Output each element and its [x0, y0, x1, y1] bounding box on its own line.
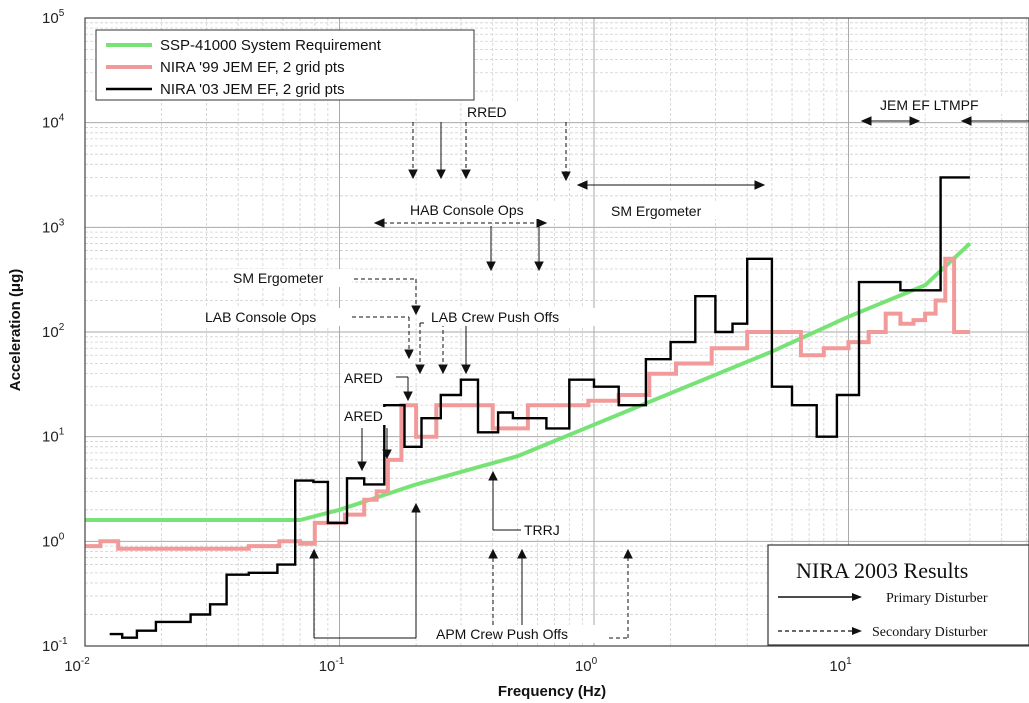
- label-sm-ergometer-upper: SM Ergometer: [611, 203, 702, 219]
- arrowhead: [909, 116, 921, 126]
- label-ared-upper: ARED: [344, 370, 383, 386]
- arrowhead: [461, 169, 471, 180]
- arrowhead: [415, 364, 425, 375]
- arrowhead: [411, 305, 421, 316]
- results-primary-arrowhead: [852, 593, 862, 601]
- arrowhead: [438, 364, 448, 375]
- arrowhead: [860, 116, 872, 126]
- arrowhead: [436, 169, 446, 180]
- legend-box: [95, 29, 475, 101]
- series-line-ssp-41000: [85, 242, 972, 522]
- label-trrj: TRRJ: [524, 522, 560, 538]
- label-bg: [432, 625, 608, 643]
- arrowhead: [373, 218, 385, 228]
- legend-label-nira03: NIRA '03 JEM EF, 2 grid pts: [160, 81, 345, 98]
- series-line-nira-99: [85, 256, 970, 551]
- arrowhead: [461, 364, 471, 375]
- y-tick-label: 103: [42, 217, 65, 236]
- label-lab-console-ops: LAB Console Ops: [205, 309, 316, 325]
- arrowhead: [960, 116, 972, 126]
- results-primary-label: Primary Disturber: [886, 591, 988, 606]
- x-tick-labels: 10-2 10-1 100 101: [64, 656, 852, 675]
- results-title: NIRA 2003 Results: [796, 558, 968, 583]
- arrowhead: [408, 169, 418, 180]
- label-bg: [341, 369, 395, 387]
- arrowhead: [403, 391, 413, 402]
- legend: SSP-41000 System Requirement NIRA '99 JE…: [95, 29, 475, 101]
- y-tick-labels: 10-1 100 101 102 103 104 105: [42, 8, 68, 655]
- arrowhead: [561, 171, 571, 182]
- arrowhead: [488, 470, 498, 481]
- label-bg: [466, 103, 522, 121]
- y-axis-title: Acceleration (μg): [7, 269, 24, 392]
- results-secondary-label: Secondary Disturber: [872, 625, 988, 640]
- y-tick-label: 102: [42, 322, 65, 341]
- x-tick-label: 101: [829, 656, 852, 675]
- series-layer: [85, 176, 972, 639]
- label-jem-ef-ltmpf: JEM EF LTMPF: [880, 97, 979, 113]
- legend-label-nira99: NIRA '99 JEM EF, 2 grid pts: [160, 59, 345, 76]
- label-sm-ergometer-left: SM Ergometer: [233, 270, 324, 286]
- label-bg: [876, 96, 1016, 114]
- results-secondary-arrowhead: [852, 627, 862, 635]
- arrowhead: [517, 548, 527, 559]
- label-bg: [606, 201, 730, 219]
- label-rred: RRED: [467, 104, 507, 120]
- y-tick-label: 104: [42, 113, 65, 132]
- arrowhead: [488, 548, 498, 559]
- label-hab-console-ops: HAB Console Ops: [410, 202, 524, 218]
- y-tick-label: 105: [42, 8, 65, 27]
- label-bg: [341, 407, 395, 425]
- x-tick-label: 10-1: [319, 656, 345, 675]
- annotation-labels: RRED HAB Console Ops SM Ergometer SM Erg…: [200, 96, 1016, 643]
- label-ared-lower: ARED: [344, 408, 383, 424]
- arrowhead: [536, 218, 548, 228]
- x-tick-label: 100: [575, 656, 598, 675]
- series-line-nira-03: [109, 176, 970, 639]
- x-axis-title: Frequency (Hz): [498, 683, 606, 700]
- arrowhead: [309, 548, 319, 559]
- y-tick-label: 10-1: [42, 636, 68, 655]
- arrowhead: [623, 548, 633, 559]
- label-bg: [405, 201, 557, 219]
- y-tick-label: 101: [42, 427, 65, 446]
- plot-frame: [84, 17, 1029, 647]
- x-tick-label: 10-2: [64, 656, 90, 675]
- results-box: NIRA 2003 Results Primary Disturber Seco…: [767, 544, 1029, 646]
- label-bg: [200, 308, 350, 326]
- arrowhead: [576, 180, 588, 190]
- arrowhead: [357, 461, 367, 472]
- arrowhead: [411, 502, 421, 513]
- arrowhead: [382, 449, 392, 460]
- label-lab-crew-push-offs: LAB Crew Push Offs: [431, 309, 559, 325]
- legend-label-ssp: SSP-41000 System Requirement: [160, 37, 382, 54]
- annotation-arrows: [309, 116, 1029, 639]
- label-bg: [427, 308, 597, 326]
- arrowhead: [754, 180, 766, 190]
- arrowhead: [404, 349, 414, 360]
- arrowhead: [486, 261, 496, 272]
- arrowhead: [534, 261, 544, 272]
- y-tick-label: 100: [42, 531, 65, 550]
- label-apm-crew-push-offs: APM Crew Push Offs: [436, 626, 568, 642]
- label-bg: [521, 521, 567, 539]
- chart-grid: [84, 18, 1029, 647]
- label-bg: [230, 269, 352, 287]
- results-box-frame: [767, 544, 1029, 646]
